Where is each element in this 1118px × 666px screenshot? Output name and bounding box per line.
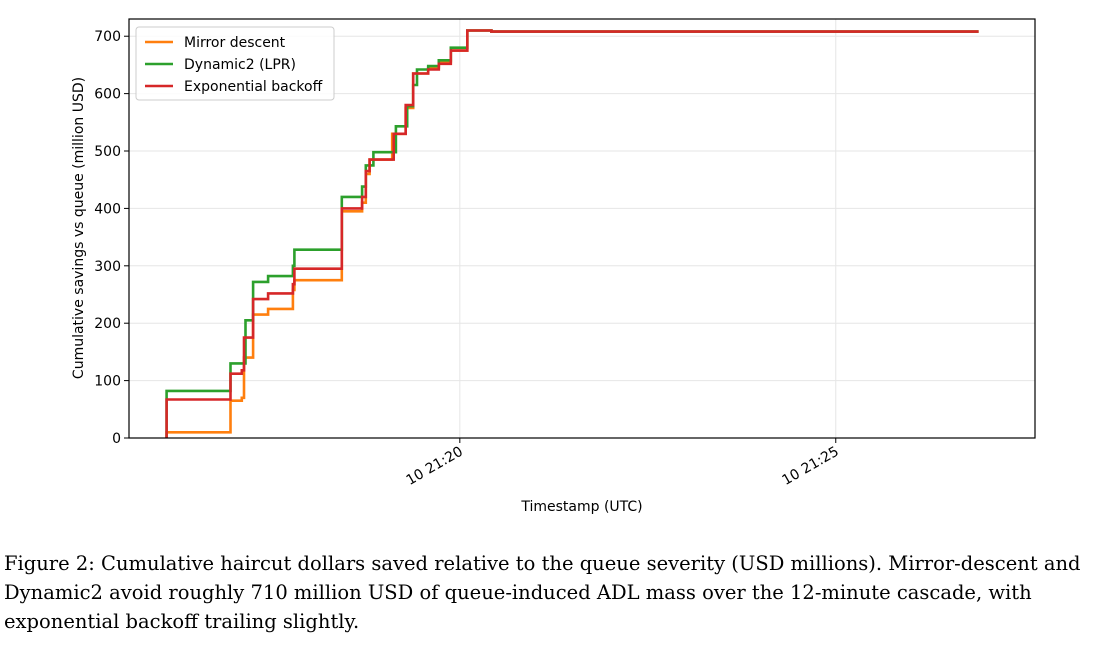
y-tick-label: 100 — [94, 374, 121, 390]
legend-box — [135, 26, 335, 101]
y-tick-label: 0 — [112, 431, 121, 447]
y-tick-label: 500 — [94, 144, 121, 160]
series-line-3 — [165, 29, 979, 438]
y-tick-label: 700 — [94, 29, 121, 45]
y-tick-label: 300 — [94, 259, 121, 275]
legend-label-1: Mirror descent — [184, 35, 286, 51]
series-line-2 — [165, 29, 979, 438]
series-layer — [165, 29, 979, 438]
figure-caption: Figure 2: Cumulative haircut dollars sav… — [4, 552, 1081, 633]
legend: Mirror descent Dynamic2 (LPR) Exponential … — [135, 26, 335, 101]
legend-label-3: Exponential backoff — [184, 79, 323, 95]
legend-label-2: Dynamic2 (LPR) — [184, 57, 296, 73]
y-tick-label: 400 — [94, 201, 121, 217]
x-tick-label: 10 21:25 — [780, 444, 842, 489]
x-tick-label: 10 21:20 — [404, 444, 466, 489]
plot-frame — [128, 18, 1036, 439]
y-tick-label: 600 — [94, 87, 121, 103]
y-axis-title: Cumulative savings vs queue (million USD… — [71, 77, 87, 379]
chart: 0 100 200 300 400 500 600 700 10 21:20 10 21:25 T… — [71, 18, 1036, 515]
y-tick-label: 200 — [94, 316, 121, 332]
x-axis-title: Timestamp (UTC) — [520, 499, 642, 515]
